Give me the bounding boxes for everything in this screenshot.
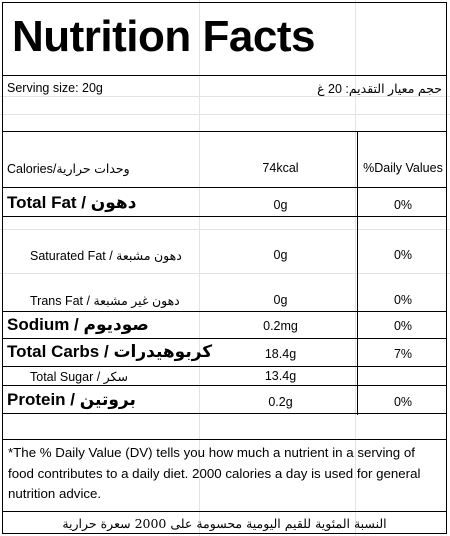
page-title: Nutrition Facts — [12, 12, 315, 61]
total-carbs-label: Total Carbs / كربوهيدرات — [7, 342, 213, 361]
total-sugar-label: Total Sugar / سكر — [30, 370, 128, 384]
daily-values-header: %Daily Values — [363, 161, 443, 175]
divider — [3, 366, 446, 367]
trans-fat-label: Trans Fat / دهون غير مشبعة — [30, 294, 180, 308]
grid-line — [0, 273, 450, 274]
serving-size-ar: حجم معيار التقديم: 20 غ — [317, 82, 442, 96]
total-carbs-dv: 7% — [393, 347, 413, 361]
sodium-label: Sodium / صوديوم — [7, 315, 149, 334]
divider — [3, 216, 446, 217]
divider — [3, 311, 446, 312]
grid-line — [199, 0, 200, 536]
divider — [3, 75, 446, 76]
grid-line — [0, 114, 450, 115]
divider — [3, 385, 446, 386]
total-sugar-amount: 13.4g — [264, 369, 297, 383]
calories-value: 74kcal — [262, 161, 299, 175]
sodium-amount: 0.2mg — [263, 319, 298, 333]
grid-line — [0, 96, 450, 97]
divider — [3, 338, 446, 339]
footnote-ar: النسبة المئوية للقيم اليومية محسومة على … — [62, 516, 387, 531]
total-fat-dv: 0% — [393, 198, 413, 212]
grid-line — [0, 229, 450, 230]
grid-line — [355, 0, 356, 536]
saturated-fat-amount: 0g — [273, 248, 288, 262]
saturated-fat-dv: 0% — [393, 248, 413, 262]
serving-size-en: Serving size: 20g — [7, 81, 103, 95]
protein-amount: 0.2g — [268, 395, 293, 409]
divider — [3, 413, 446, 414]
trans-fat-dv: 0% — [393, 293, 413, 307]
calories-label: Calories/وحدات حرارية — [7, 162, 130, 176]
column-divider — [357, 131, 358, 415]
divider — [3, 511, 446, 512]
total-fat-amount: 0g — [273, 198, 288, 212]
total-fat-label: Total Fat / دهون — [7, 193, 137, 212]
protein-dv: 0% — [393, 395, 413, 409]
divider — [3, 439, 446, 440]
footnote-en: *The % Daily Value (DV) tells you how mu… — [8, 445, 421, 501]
total-carbs-amount: 18.4g — [264, 347, 297, 361]
trans-fat-amount: 0g — [273, 293, 288, 307]
divider — [3, 187, 446, 188]
divider — [3, 131, 446, 132]
sodium-dv: 0% — [393, 319, 413, 333]
protein-label: Protein / بروتين — [7, 390, 136, 409]
saturated-fat-label: Saturated Fat / دهون مشبعة — [30, 249, 182, 263]
